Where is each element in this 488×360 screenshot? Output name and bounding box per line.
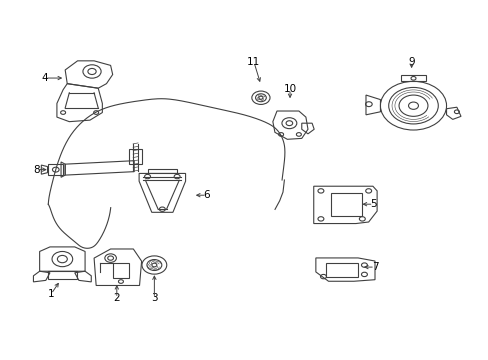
Text: 2: 2 <box>113 293 120 303</box>
Text: 3: 3 <box>151 293 157 303</box>
Text: 9: 9 <box>407 57 414 67</box>
Text: 5: 5 <box>369 199 376 209</box>
Text: 10: 10 <box>283 84 296 94</box>
Text: 8: 8 <box>34 165 40 175</box>
Text: 7: 7 <box>371 262 378 272</box>
Text: 6: 6 <box>203 190 210 200</box>
Text: 4: 4 <box>41 73 48 83</box>
Text: 11: 11 <box>247 57 260 67</box>
Text: 1: 1 <box>48 289 54 299</box>
